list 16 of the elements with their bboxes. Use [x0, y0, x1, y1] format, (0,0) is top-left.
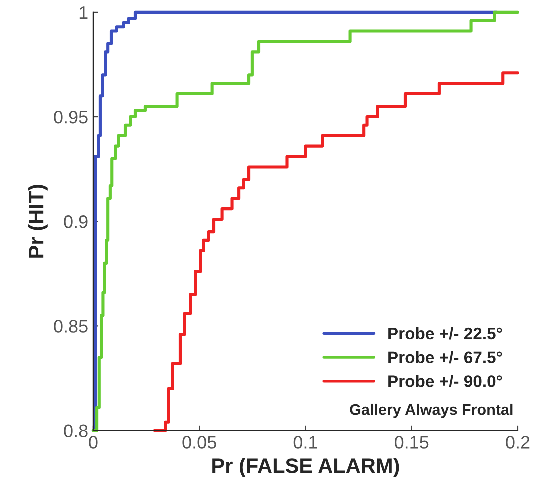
x-axis-title: Pr (FALSE ALARM) [212, 458, 400, 478]
y-tick-label: 0.95 [54, 110, 88, 124]
x-tick-label: 0.1 [294, 436, 318, 449]
x-tick-label: 0.2 [506, 436, 530, 449]
y-tick-label: 0.9 [64, 216, 88, 228]
legend-label: Probe +/- 67.5° [388, 351, 502, 364]
y-tick-label: 0.85 [54, 320, 88, 333]
y-tick-label: 1 [80, 6, 88, 19]
y-axis-title: Pr (HIT) [28, 185, 48, 258]
annotation: Gallery Always Frontal [350, 404, 513, 418]
legend-label: Probe +/- 90.0° [388, 375, 502, 388]
x-tick-label: 0.05 [182, 436, 216, 449]
x-tick-label: 0 [89, 436, 98, 449]
y-tick-label: 0.8 [64, 424, 88, 438]
legend-label: Probe +/- 22.5° [388, 327, 502, 340]
x-tick-label: 0.15 [394, 436, 429, 449]
